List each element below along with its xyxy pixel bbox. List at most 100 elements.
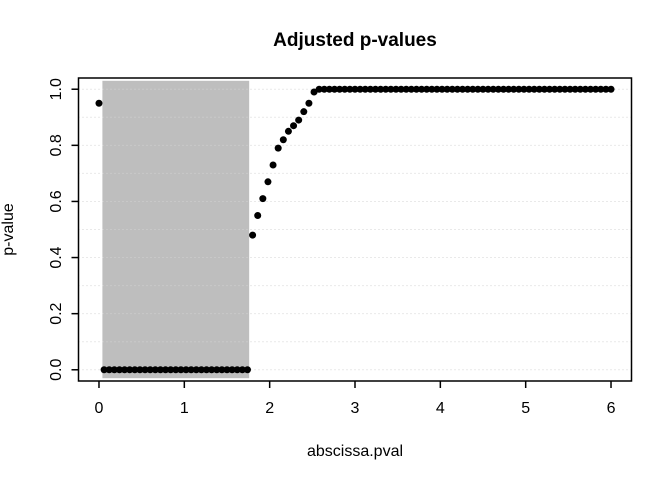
data-point (587, 85, 595, 93)
data-point (581, 85, 589, 93)
data-point (484, 85, 492, 93)
y-axis-label: p-value (0, 203, 17, 256)
data-point (213, 366, 221, 374)
data-point (418, 85, 426, 93)
data-point (95, 99, 103, 107)
data-point (141, 366, 149, 374)
y-tick-label: 0.6 (48, 190, 65, 212)
data-point (249, 231, 257, 239)
data-point (238, 366, 246, 374)
data-point (274, 144, 282, 152)
data-point (136, 366, 144, 374)
data-point (254, 211, 262, 219)
data-point (341, 85, 349, 93)
data-point (223, 366, 231, 374)
x-axis: 0 1 2 3 4 5 6 (95, 381, 616, 417)
data-point (561, 85, 569, 93)
data-point (494, 85, 502, 93)
data-point (607, 85, 615, 93)
data-point (397, 85, 405, 93)
data-point (499, 85, 507, 93)
data-point (121, 366, 129, 374)
data-point (474, 85, 482, 93)
data-point (510, 85, 518, 93)
data-point (377, 85, 385, 93)
data-point (331, 85, 339, 93)
data-point (264, 178, 272, 186)
data-point (351, 85, 359, 93)
data-point (366, 85, 374, 93)
data-point (182, 366, 190, 374)
data-points (95, 85, 615, 374)
data-point (489, 85, 497, 93)
data-point (172, 366, 180, 374)
data-point (320, 85, 328, 93)
data-point (243, 366, 251, 374)
data-point (325, 85, 333, 93)
data-point (187, 366, 195, 374)
data-point (197, 366, 205, 374)
data-point (310, 88, 318, 96)
data-point (402, 85, 410, 93)
data-point (346, 85, 354, 93)
data-point (576, 85, 584, 93)
data-point (151, 366, 159, 374)
data-point (566, 85, 574, 93)
x-tick-label: 0 (95, 400, 104, 417)
data-point (551, 85, 559, 93)
data-point (218, 366, 226, 374)
y-tick-label: 0.4 (48, 246, 65, 268)
data-point (423, 85, 431, 93)
y-tick-label: 0.0 (48, 359, 65, 381)
data-point (156, 366, 164, 374)
data-point (540, 85, 548, 93)
data-point (443, 85, 451, 93)
data-point (208, 366, 216, 374)
data-point (228, 366, 236, 374)
data-point (305, 99, 313, 107)
data-point (192, 366, 200, 374)
data-point (525, 85, 533, 93)
data-point (361, 85, 369, 93)
x-tick-label: 5 (521, 400, 530, 417)
data-point (571, 85, 579, 93)
data-point (438, 85, 446, 93)
data-point (131, 366, 139, 374)
data-point (100, 366, 108, 374)
data-point (177, 366, 185, 374)
data-point (407, 85, 415, 93)
data-point (315, 85, 323, 93)
x-tick-label: 3 (351, 400, 360, 417)
data-point (371, 85, 379, 93)
x-tick-label: 2 (265, 400, 274, 417)
data-point (110, 366, 118, 374)
data-point (535, 85, 543, 93)
chart-title: Adjusted p-values (273, 30, 437, 51)
data-point (602, 85, 610, 93)
data-point (448, 85, 456, 93)
data-point (105, 366, 113, 374)
data-point (546, 85, 554, 93)
data-point (428, 85, 436, 93)
x-tick-label: 1 (180, 400, 189, 417)
data-point (295, 116, 303, 124)
data-point (115, 366, 123, 374)
data-point (520, 85, 528, 93)
x-axis-label: abscissa.pval (307, 443, 403, 460)
data-point (162, 366, 170, 374)
y-tick-label: 1.0 (48, 78, 65, 100)
data-point (387, 85, 395, 93)
data-point (203, 366, 211, 374)
data-point (356, 85, 364, 93)
data-point (300, 108, 308, 116)
data-point (233, 366, 241, 374)
data-point (597, 85, 605, 93)
data-point (382, 85, 390, 93)
y-tick-label: 0.2 (48, 302, 65, 324)
data-point (459, 85, 467, 93)
data-point (284, 127, 292, 135)
data-point (146, 366, 154, 374)
data-point (556, 85, 564, 93)
y-tick-label: 0.8 (48, 134, 65, 156)
